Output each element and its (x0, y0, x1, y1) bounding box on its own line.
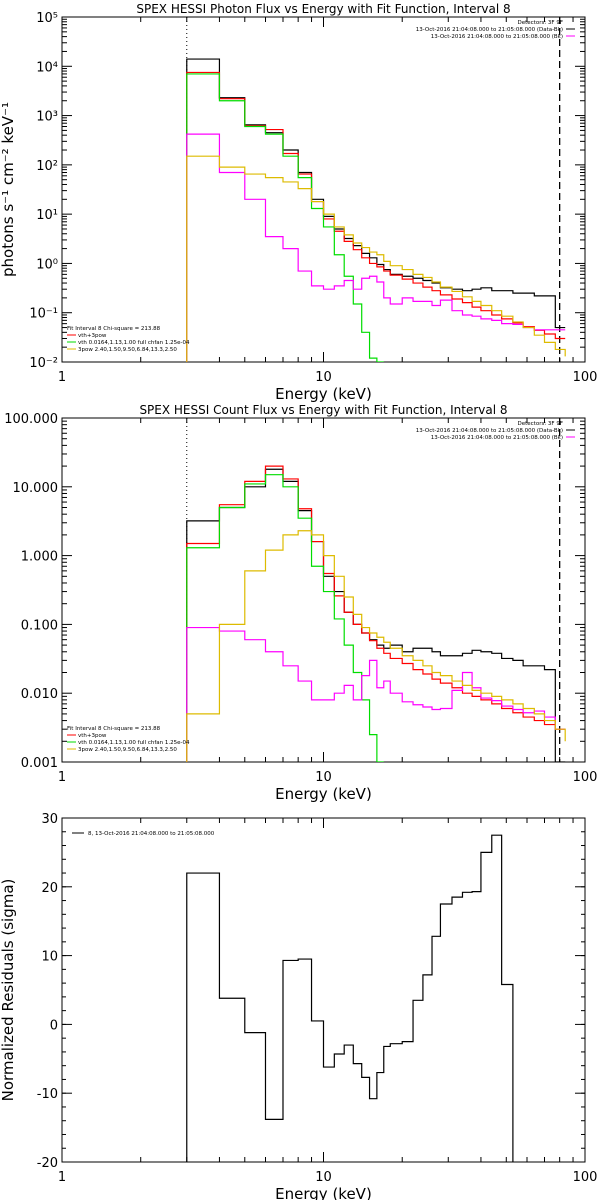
series-4-line (186, 530, 566, 762)
plot-area (186, 834, 514, 1162)
y-axis-label: Normalized Residuals (sigma) (0, 879, 17, 1102)
y-tick-label: 10³ (36, 110, 58, 125)
series-3-line (186, 133, 566, 362)
plot-frame (61, 16, 586, 363)
series-4-line (186, 155, 566, 362)
legend-bottom-entry: 3pow 2.40,1.50,9.50,6.84,13.3,2.50 (78, 347, 177, 353)
legend-bottom-entry: vth 0.0164,1.13,1.00 full chfan 1.25e-04 (78, 740, 190, 746)
y-tick-label: 10 (41, 950, 58, 965)
series-3-line (186, 626, 566, 762)
y-tick-label: 30 (41, 812, 58, 827)
x-tick-label: 10 (315, 770, 332, 785)
chart-title: SPEX HESSI Count Flux vs Energy with Fit… (139, 403, 507, 417)
y-tick-label: 10⁻² (29, 356, 58, 371)
series-0-line (186, 834, 514, 1162)
y-tick-label: 10.000 (13, 481, 59, 496)
x-tick-label: 100 (573, 370, 598, 385)
y-tick-label: -20 (37, 1156, 58, 1171)
legend-bottom-header: Fit Interval 8 Chi-square = 213.88 (67, 326, 161, 332)
legend-entry: 8, 13-Oct-2016 21:04:08.000 to 21:05:08.… (88, 831, 215, 837)
y-tick-label: 10⁵ (36, 11, 58, 26)
y-tick-label: 10⁻¹ (29, 307, 58, 322)
legend-top-entry: 13-Oct-2016 21:04:08.000 to 21:05:08.000… (431, 34, 563, 40)
legend-bottom-entry: 3pow 2.40,1.50,9.50,6.84,13.3,2.50 (78, 747, 177, 753)
x-axis-label: Energy (keV) (275, 385, 372, 403)
legend-top-entry: Detectors: 3F 9F (517, 421, 563, 427)
y-tick-label: 0.010 (21, 687, 58, 702)
x-tick-label: 100 (573, 770, 598, 785)
plot-frame (61, 817, 586, 1163)
y-tick-label: 10⁴ (36, 60, 58, 75)
chart-title: SPEX HESSI Photon Flux vs Energy with Fi… (136, 2, 510, 16)
series-0-line (186, 468, 566, 762)
series-2-line (186, 73, 384, 362)
y-axis-label: photons s⁻¹ cm⁻² keV⁻¹ (0, 102, 17, 277)
legend-top-entry: 13-Oct-2016 21:04:08.000 to 21:05:08.000… (431, 435, 563, 441)
y-tick-label: 0.001 (21, 756, 58, 771)
x-tick-label: 10 (315, 1170, 332, 1185)
y-tick-label: 0.100 (21, 618, 58, 633)
x-tick-label: 1 (58, 770, 66, 785)
y-tick-label: -10 (37, 1087, 58, 1102)
plot-area (186, 465, 566, 762)
x-axis-label: Energy (keV) (275, 785, 372, 803)
series-1-line (186, 465, 566, 762)
legend-top-entry: 13-Oct-2016 21:04:08.000 to 21:05:08.000… (416, 27, 563, 33)
legend-bottom-entry: vth 0.0164,1.13,1.00 full chfan 1.25e-04 (78, 340, 190, 346)
legend-bottom-entry: vth+3pow (78, 333, 107, 339)
y-tick-label: 1.000 (21, 550, 58, 565)
plot-area (186, 58, 566, 362)
x-tick-label: 1 (58, 370, 66, 385)
y-tick-label: 10² (36, 159, 58, 174)
legend-top-entry: Detectors: 3F 9F (517, 20, 563, 26)
y-tick-label: 0 (50, 1018, 58, 1033)
y-tick-label: 20 (41, 881, 58, 896)
y-tick-label: 10⁰ (36, 257, 58, 272)
legend-bottom-header: Fit Interval 8 Chi-square = 213.88 (67, 726, 161, 732)
series-2-line (186, 474, 384, 762)
x-tick-label: 10 (315, 370, 332, 385)
x-axis-label: Energy (keV) (275, 1185, 372, 1200)
series-1-line (186, 71, 566, 362)
legend-bottom-entry: vth+3pow (78, 733, 107, 739)
legend-top-entry: 13-Oct-2016 21:04:08.000 to 21:05:08.000… (416, 428, 563, 434)
x-tick-label: 1 (58, 1170, 66, 1185)
y-tick-label: 100.000 (4, 412, 58, 427)
chart-panel-2: 1 10 100 0.001 0.010 0.100 1.000 10.000 100.000 S… (4, 403, 597, 803)
chart-panel-3: 1 10 100 -20 -10 0 10 20 30 Energy (keV) Normalize… (0, 812, 597, 1200)
chart-panel-1: 1 10 100 10⁻² 10⁻¹ 10⁰ 10¹ 10² 10³ 10⁴ 10⁵ SPEX HES… (0, 2, 597, 403)
y-tick-label: 10¹ (36, 208, 58, 223)
x-tick-label: 100 (573, 1170, 598, 1185)
